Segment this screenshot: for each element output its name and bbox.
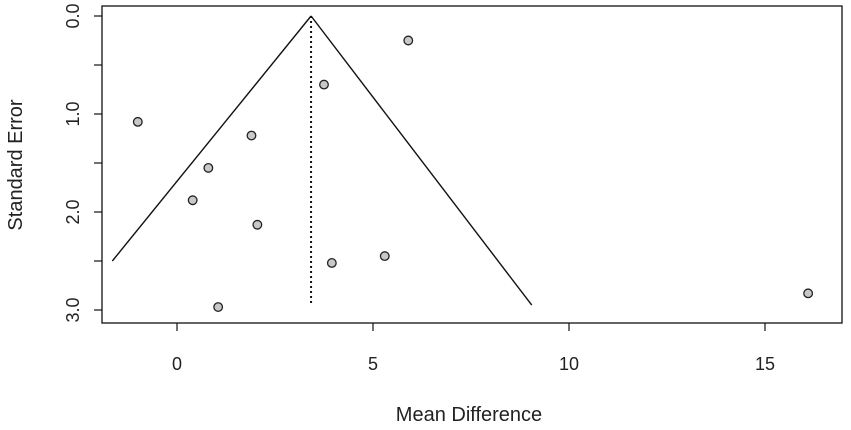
y-tick-label: 0.0 (63, 3, 83, 28)
plot-frame (101, 5, 843, 324)
data-point-8 (379, 251, 390, 262)
x-tick-label: 5 (368, 354, 378, 374)
data-point-4 (246, 130, 257, 141)
data-point-5 (203, 162, 214, 173)
x-tick-label: 15 (755, 354, 775, 374)
x-axis: 0 5 10 15 (172, 323, 775, 374)
funnel-lines (111, 15, 533, 306)
x-tick-label: 0 (172, 354, 182, 374)
data-point-2 (319, 79, 329, 90)
plot-area (101, 5, 843, 324)
y-tick-label: 3.0 (63, 297, 83, 322)
data-points (132, 35, 814, 313)
y-tick-label: 1.0 (63, 101, 83, 126)
data-point-6 (187, 195, 198, 206)
x-axis-label: Mean Difference (396, 404, 542, 426)
y-axis: 0.0 1.0 2.0 3.0 (63, 3, 102, 323)
funnel-left-line (111, 15, 312, 262)
x-tick-label: 10 (559, 354, 579, 374)
y-axis-label: Standard Error (5, 99, 27, 231)
data-point-10 (213, 302, 224, 313)
data-point-7 (252, 219, 263, 230)
data-point-11 (803, 288, 814, 299)
data-point-3 (132, 116, 143, 127)
y-tick-label: 2.0 (63, 199, 83, 224)
data-point-9 (326, 258, 337, 268)
data-point-1 (403, 35, 414, 46)
funnel-right-line (310, 15, 533, 306)
